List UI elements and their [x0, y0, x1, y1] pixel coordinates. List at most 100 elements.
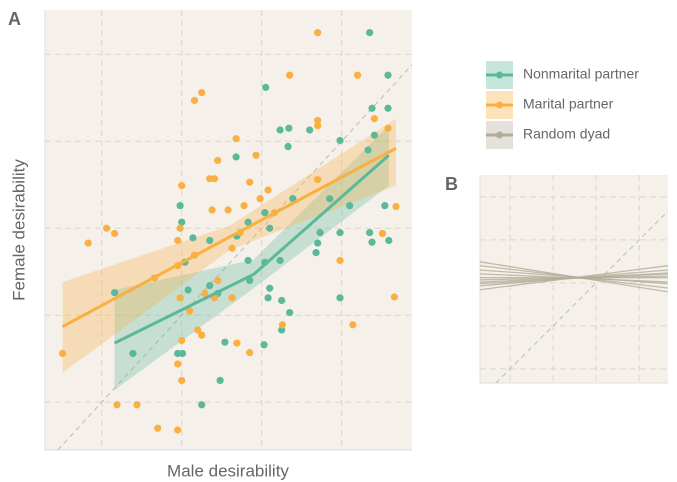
data-point [244, 256, 252, 265]
data-point [276, 256, 284, 265]
data-point [224, 206, 232, 214]
data-point [261, 209, 269, 217]
data-point [154, 424, 162, 432]
data-point [178, 182, 186, 190]
data-point [336, 136, 344, 145]
legend-item: Random dyad [486, 121, 610, 149]
data-point [381, 202, 389, 210]
regression-line [113, 154, 390, 345]
data-point [133, 401, 141, 409]
data-point [289, 195, 297, 203]
reference-line [495, 210, 669, 384]
data-point [346, 202, 354, 210]
x-axis-label: Male desirability [167, 461, 289, 480]
data-point [233, 339, 241, 347]
data-point [216, 376, 224, 385]
data-point [184, 286, 192, 294]
y-axis-label: Female desirability [9, 159, 28, 301]
data-point [262, 83, 270, 91]
data-point [246, 349, 254, 357]
legend-label: Marital partner [523, 96, 614, 112]
data-point [390, 293, 399, 301]
data-point [354, 71, 362, 79]
data-point [174, 236, 182, 245]
data-point [264, 186, 272, 194]
data-point [232, 135, 240, 143]
data-point [244, 218, 252, 226]
legend-label: Random dyad [523, 126, 610, 142]
data-point [208, 206, 216, 214]
data-point [201, 289, 209, 298]
data-point [232, 153, 240, 161]
data-point [84, 239, 92, 247]
legend-item: Marital partner [486, 91, 614, 119]
data-point [284, 142, 292, 151]
data-point [228, 244, 236, 252]
data-point [384, 124, 392, 132]
data-point [286, 71, 294, 79]
data-point [206, 282, 214, 290]
data-point [364, 146, 372, 154]
data-point [316, 229, 324, 237]
line [479, 269, 669, 285]
data-point [206, 236, 214, 245]
data-point [349, 321, 357, 329]
data-point [370, 115, 379, 123]
data-point [368, 238, 376, 246]
data-point [178, 376, 186, 385]
data-point [198, 89, 206, 97]
data-point [194, 326, 202, 334]
data-point [176, 202, 184, 210]
data-point [110, 289, 119, 297]
panel-label: B [445, 174, 458, 194]
data-point [129, 349, 137, 358]
data-point [314, 175, 322, 184]
data-point [176, 294, 184, 302]
data-point [392, 202, 400, 211]
data-point [385, 236, 393, 245]
data-point [312, 249, 320, 257]
data-point [214, 276, 222, 285]
data-point [174, 360, 182, 368]
data-point [286, 309, 294, 317]
data-point [378, 229, 387, 238]
data-point [314, 116, 322, 125]
data-point [186, 307, 194, 315]
legend-label: Nonmarital partner [523, 66, 639, 82]
data-point [336, 229, 344, 237]
data-point [266, 224, 274, 232]
data-point [266, 284, 274, 292]
confidence-band [62, 118, 397, 373]
data-point [178, 218, 186, 226]
data-point [198, 401, 206, 409]
data-point [228, 294, 236, 302]
data-point [190, 96, 199, 105]
data-point [384, 104, 392, 112]
data-point [178, 349, 187, 358]
data-point [285, 124, 293, 132]
legend-dot [496, 131, 503, 139]
data-point [336, 256, 344, 265]
data-point [221, 338, 229, 346]
data-point [174, 426, 182, 434]
data-point [252, 151, 260, 159]
data-point [113, 401, 121, 409]
data-point [214, 156, 222, 165]
data-point [366, 29, 374, 37]
data-point [256, 195, 264, 203]
data-point [264, 294, 272, 302]
data-point [366, 229, 374, 237]
panel-label: A [8, 9, 21, 29]
data-point [314, 29, 322, 37]
data-point [278, 296, 286, 305]
data-point [278, 321, 287, 329]
data-point [368, 104, 376, 112]
data-point [370, 131, 379, 139]
data-point [314, 239, 322, 247]
data-point [102, 224, 111, 232]
data-point [210, 175, 219, 183]
line [479, 272, 669, 285]
legend-item: Nonmarital partner [486, 61, 639, 89]
data-point [110, 229, 119, 238]
